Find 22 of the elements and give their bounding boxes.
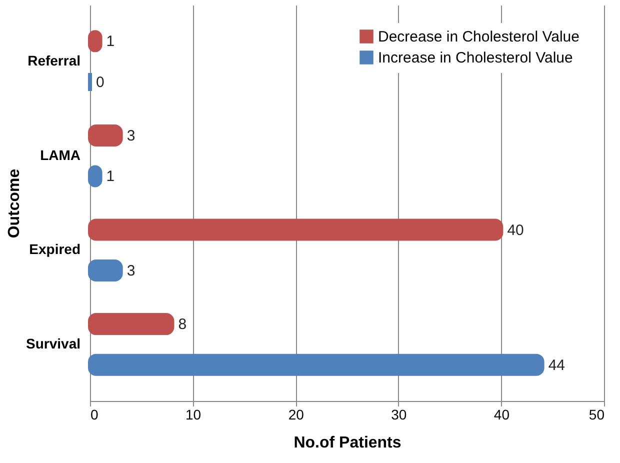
legend-label: Increase in Cholesterol Value [378,50,573,66]
y-tick-label: Referral [28,52,80,69]
data-label: 1 [106,33,115,50]
data-label: 44 [548,356,566,374]
y-axis-title: Outcome [6,168,24,238]
x-tick-label: 20 [288,406,304,422]
data-label: 3 [126,127,136,144]
x-tick-label: 50 [588,406,605,422]
y-tick-label: LAMA [40,146,80,163]
data-label: 3 [126,262,136,280]
x-tick-label: 40 [494,406,510,422]
data-label: 1 [106,168,115,186]
y-tick-label: Survival [26,335,80,352]
data-label: 0 [96,74,104,91]
data-label: 40 [507,222,524,239]
data-label: 8 [178,316,187,334]
x-tick-label: 30 [391,406,407,422]
x-tick-label: 0 [90,406,98,422]
x-tick-label: 10 [186,406,202,422]
y-tick-label: Expired [29,241,80,258]
legend-label: Decrease in Cholesterol Value [378,28,580,46]
x-axis-title: No.of Patients [294,434,402,452]
